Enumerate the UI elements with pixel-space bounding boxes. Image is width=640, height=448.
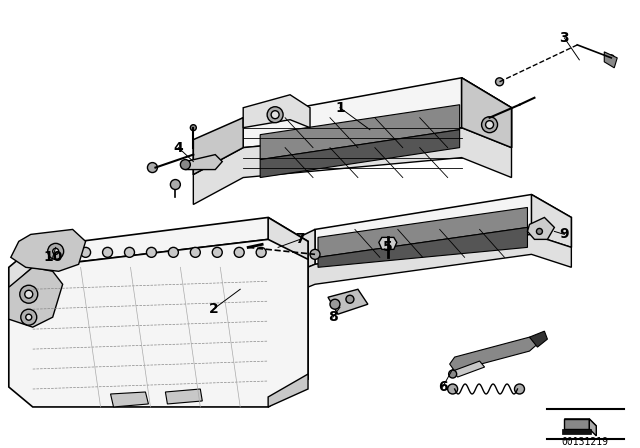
Text: 9: 9	[559, 228, 569, 241]
Polygon shape	[461, 78, 511, 148]
Polygon shape	[379, 237, 397, 250]
Circle shape	[170, 180, 180, 190]
Circle shape	[271, 111, 279, 119]
Polygon shape	[278, 229, 315, 279]
Circle shape	[81, 247, 91, 257]
Circle shape	[20, 309, 36, 325]
Polygon shape	[33, 239, 76, 267]
Polygon shape	[531, 194, 572, 247]
Polygon shape	[260, 105, 460, 159]
Polygon shape	[186, 155, 222, 169]
Circle shape	[267, 107, 283, 123]
Circle shape	[190, 125, 196, 131]
Circle shape	[48, 243, 63, 259]
Polygon shape	[193, 118, 243, 175]
Text: 7: 7	[295, 233, 305, 246]
Circle shape	[52, 248, 59, 254]
Circle shape	[310, 250, 320, 259]
Circle shape	[449, 370, 457, 378]
Polygon shape	[527, 217, 554, 239]
Text: 10: 10	[43, 250, 62, 264]
Polygon shape	[315, 194, 572, 264]
Text: 6: 6	[438, 380, 447, 394]
Polygon shape	[452, 361, 484, 377]
Circle shape	[486, 121, 493, 129]
Polygon shape	[563, 429, 591, 434]
Circle shape	[20, 285, 38, 303]
Text: 2: 2	[209, 302, 218, 316]
Text: 3: 3	[559, 31, 569, 45]
Polygon shape	[450, 337, 538, 371]
Polygon shape	[318, 228, 527, 267]
Polygon shape	[193, 118, 243, 175]
Circle shape	[26, 314, 32, 320]
Polygon shape	[243, 78, 511, 148]
Circle shape	[447, 384, 458, 394]
Circle shape	[190, 247, 200, 257]
Text: 8: 8	[328, 310, 338, 324]
Polygon shape	[193, 128, 511, 204]
Circle shape	[481, 116, 497, 133]
Text: 00131219: 00131219	[562, 437, 609, 447]
Circle shape	[212, 247, 222, 257]
Polygon shape	[328, 289, 368, 314]
Circle shape	[147, 247, 156, 257]
Circle shape	[346, 295, 354, 303]
Circle shape	[147, 163, 157, 172]
Circle shape	[536, 228, 543, 234]
Polygon shape	[165, 389, 202, 404]
Polygon shape	[243, 95, 310, 128]
Circle shape	[25, 290, 33, 298]
Polygon shape	[318, 207, 527, 257]
Circle shape	[180, 159, 190, 169]
Circle shape	[243, 242, 253, 252]
Circle shape	[495, 78, 504, 86]
Circle shape	[608, 55, 614, 61]
Polygon shape	[461, 78, 511, 148]
Polygon shape	[9, 247, 33, 289]
Polygon shape	[11, 229, 86, 271]
Text: 1: 1	[335, 101, 345, 115]
Text: 4: 4	[173, 141, 183, 155]
Circle shape	[234, 247, 244, 257]
Polygon shape	[589, 419, 596, 436]
Polygon shape	[33, 217, 308, 267]
Polygon shape	[564, 419, 589, 429]
Circle shape	[168, 247, 179, 257]
Polygon shape	[564, 419, 596, 426]
Circle shape	[256, 247, 266, 257]
Circle shape	[102, 247, 113, 257]
Polygon shape	[268, 374, 308, 407]
Polygon shape	[268, 217, 308, 407]
Polygon shape	[111, 392, 148, 407]
Polygon shape	[260, 129, 460, 177]
Circle shape	[515, 384, 524, 394]
Circle shape	[125, 247, 134, 257]
Circle shape	[330, 299, 340, 309]
Polygon shape	[9, 239, 308, 407]
Text: 5: 5	[383, 241, 393, 254]
Polygon shape	[278, 234, 572, 299]
Polygon shape	[604, 52, 617, 68]
Polygon shape	[529, 331, 547, 347]
Polygon shape	[9, 267, 63, 327]
